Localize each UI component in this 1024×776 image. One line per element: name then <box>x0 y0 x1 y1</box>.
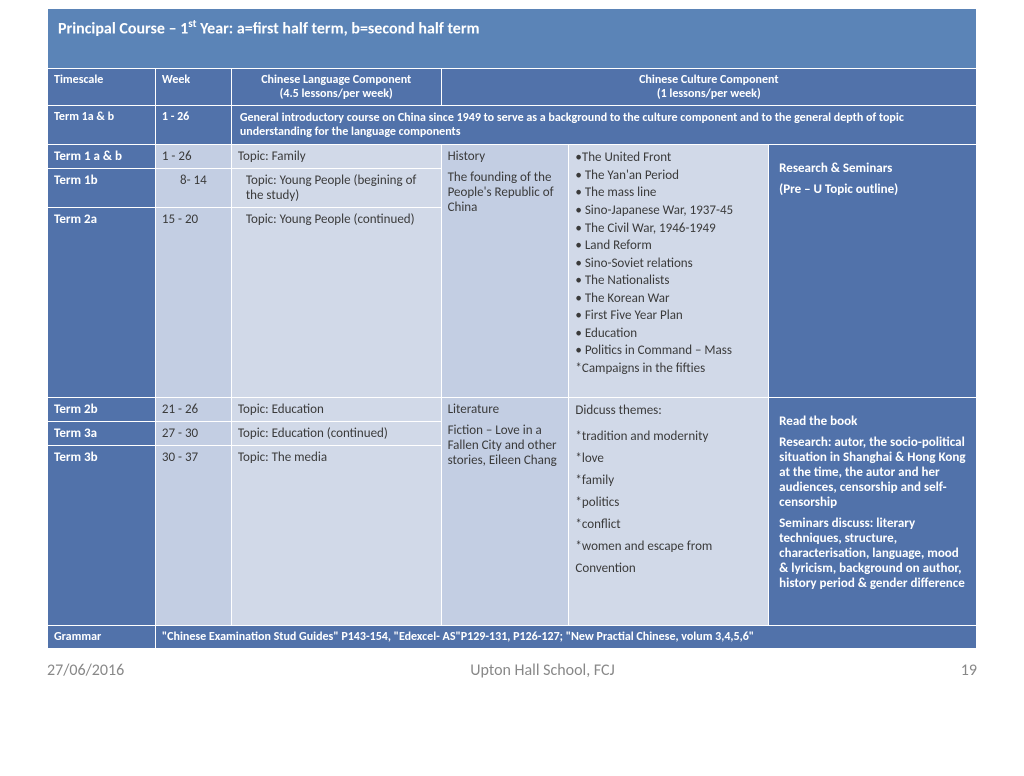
literature-themes: Didcuss themes: *tradition and modernity… <box>569 398 769 626</box>
table-row: Term 2b 21 - 26 Topic: Education Literat… <box>48 398 977 422</box>
course-schedule-table: Principal Course – 1st Year: a=first hal… <box>47 8 977 649</box>
footer: 27/06/2016 Upton Hall School, FCJ 19 <box>47 661 977 680</box>
literature-sub: Fiction – Love in a Fallen City and othe… <box>448 423 563 468</box>
title-prefix: Principal Course – 1 <box>58 19 188 38</box>
term-cell: Term 2a <box>48 208 156 398</box>
history-bullets: •The United Front • The Yan'an Period • … <box>569 145 769 398</box>
week-cell: 30 - 37 <box>155 446 231 626</box>
header-culture-sub: (1 lessons/per week) <box>448 87 970 101</box>
term-cell: Term 3b <box>48 446 156 626</box>
research2-line3: Seminars discuss: literary techniques, s… <box>779 516 966 591</box>
week-cell: 27 - 30 <box>155 422 231 446</box>
term-cell: Term 1 a & b <box>48 145 156 169</box>
history-title: History <box>448 149 563 164</box>
topic-cell: Topic: Education (continued) <box>231 422 441 446</box>
title-sup: st <box>188 17 196 31</box>
week-cell: 21 - 26 <box>155 398 231 422</box>
themes-title: Didcuss themes: <box>575 402 762 420</box>
history-sub: The founding of the People's Republic of… <box>448 170 563 215</box>
topic-cell: Topic: Young People (continued) <box>231 208 441 398</box>
research-seminars-cell: Research & Seminars (Pre – U Topic outli… <box>769 145 977 398</box>
literature-title: Literature <box>448 402 563 417</box>
topic-cell: Topic: Education <box>231 398 441 422</box>
history-cell: History The founding of the People's Rep… <box>441 145 569 398</box>
research1-line2: (Pre – U Topic outline) <box>779 182 966 197</box>
week-cell: 8- 14 <box>155 169 231 208</box>
footer-page: 19 <box>961 661 977 680</box>
intro-term: Term 1a & b <box>48 106 156 145</box>
header-timescale: Timescale <box>48 69 156 106</box>
research2-line1: Read the book <box>779 414 966 429</box>
title-suffix: Year: a=first half term, b=second half t… <box>197 19 480 38</box>
grammar-text: "Chinese Examination Stud Guides" P143-1… <box>155 626 976 649</box>
header-lang-title: Chinese Language Component <box>238 73 435 87</box>
footer-date: 27/06/2016 <box>47 661 124 680</box>
themes-text: *tradition and modernity *love *family *… <box>575 426 762 581</box>
topic-cell: Topic: The media <box>231 446 441 626</box>
topic-cell: Topic: Young People (begining of the stu… <box>231 169 441 208</box>
week-cell: 1 - 26 <box>155 145 231 169</box>
term-cell: Term 2b <box>48 398 156 422</box>
week-cell: 15 - 20 <box>155 208 231 398</box>
intro-week: 1 - 26 <box>155 106 231 145</box>
research2-line2: Research: autor, the socio-political sit… <box>779 435 966 510</box>
research2-cell: Read the book Research: autor, the socio… <box>769 398 977 626</box>
intro-text: General introductory course on China sin… <box>231 106 976 145</box>
term-cell: Term 3a <box>48 422 156 446</box>
literature-cell: Literature Fiction – Love in a Fallen Ci… <box>441 398 569 626</box>
header-lang-sub: (4.5 lessons/per week) <box>238 87 435 101</box>
header-culture: Chinese Culture Component (1 lessons/per… <box>441 69 976 106</box>
course-title: Principal Course – 1st Year: a=first hal… <box>48 9 977 69</box>
research1-line1: Research & Seminars <box>779 161 966 176</box>
footer-school: Upton Hall School, FCJ <box>124 661 961 680</box>
grammar-label: Grammar <box>48 626 156 649</box>
table-row: Term 1 a & b 1 - 26 Topic: Family Histor… <box>48 145 977 169</box>
header-culture-title: Chinese Culture Component <box>448 73 970 87</box>
term-cell: Term 1b <box>48 169 156 208</box>
header-week: Week <box>155 69 231 106</box>
topic-cell: Topic: Family <box>231 145 441 169</box>
header-lang: Chinese Language Component (4.5 lessons/… <box>231 69 441 106</box>
